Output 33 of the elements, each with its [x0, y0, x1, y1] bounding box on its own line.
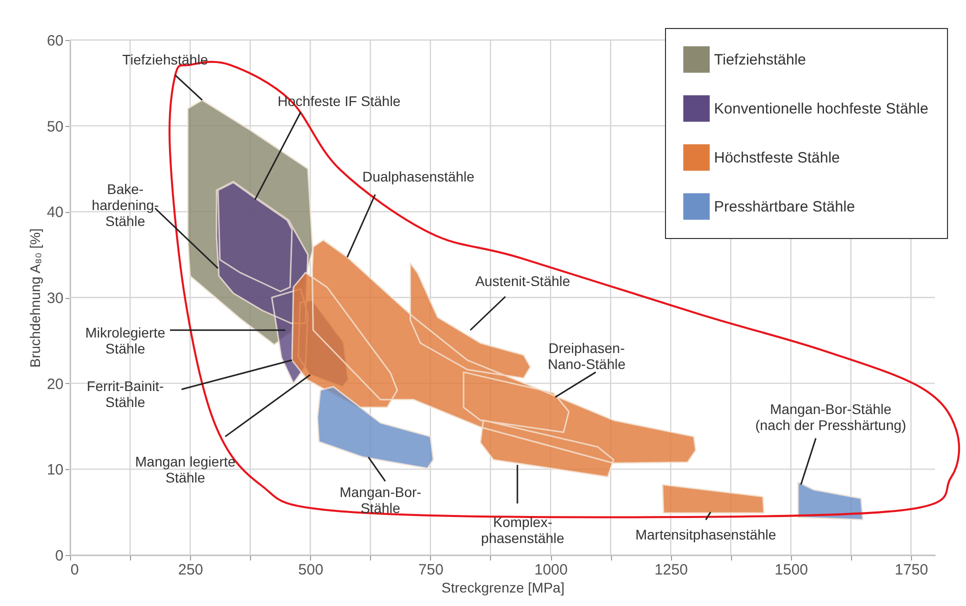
y-tick-label: 30 [46, 290, 64, 307]
legend-label: Tiefziehstähle [714, 52, 806, 68]
annotation: Dualphasenstähle [362, 168, 475, 184]
annotation: Martensitphasenstähle [635, 526, 776, 542]
y-tick-label: 40 [46, 204, 64, 222]
annotation: Austenit-Stähle [475, 273, 570, 290]
annotation: Tiefziehstähle [122, 52, 208, 68]
x-tick-label: 500 [298, 562, 324, 578]
y-tick-label: 10 [46, 462, 64, 479]
annotation: Mangan legierte Stähle [135, 453, 236, 486]
y-tick-label: 60 [46, 32, 64, 50]
annotation: Bake- hardening- Stähle [92, 181, 160, 230]
x-axis-title: Streckgrenze [MPa] [442, 580, 564, 596]
x-tick-label: 0 [70, 562, 79, 578]
legend-label: Konventionelle hochfeste Stähle [714, 100, 928, 118]
x-tick-label: 1500 [774, 562, 808, 578]
y-tick-label: 0 [55, 548, 64, 564]
x-tick-label: 1000 [534, 562, 568, 578]
y-tick-label: 50 [46, 118, 64, 136]
annotation: Mikrolegierte Stähle [85, 324, 166, 357]
annotation: Mangan-Bor-Stähle (nach der Presshärtung) [755, 400, 906, 433]
annotation: Dreiphasen- Nano-Stähle [548, 340, 626, 372]
x-tick-label: 1750 [894, 562, 928, 578]
legend-label: Höchstfeste Stähle [714, 150, 840, 166]
legend-label: Presshärtbare Stähle [714, 198, 855, 216]
x-tick-label: 750 [418, 562, 444, 578]
y-axis-title: Bruchdehnung A₈₀ [%] [26, 228, 43, 368]
x-tick-label: 1250 [654, 562, 688, 578]
y-tick-label: 20 [46, 376, 64, 393]
x-tick-label: 250 [178, 562, 204, 578]
annotation: Mangan-Bor- Stähle [340, 484, 422, 516]
annotation: Ferrit-Bainit- Stähle [86, 378, 164, 410]
annotation: Komplex- phasenstähle [481, 514, 565, 546]
